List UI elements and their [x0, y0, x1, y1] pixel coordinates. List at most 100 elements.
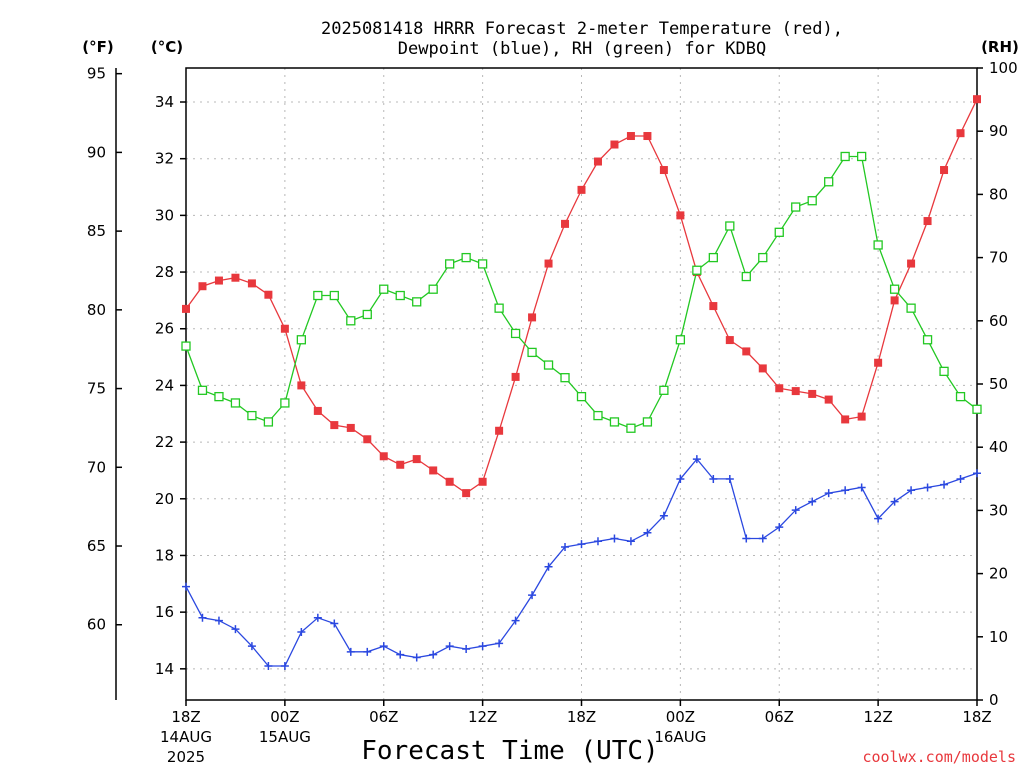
temperature-point	[791, 387, 800, 396]
x-tick-label: 12Z	[468, 708, 497, 726]
temperature-point	[775, 384, 784, 393]
dewpoint-point	[692, 455, 701, 464]
dewpoint-point	[593, 537, 602, 546]
celsius-tick-label: 20	[155, 490, 174, 508]
temperature-point	[528, 313, 537, 322]
dewpoint-point	[659, 511, 668, 520]
dewpoint-point	[824, 489, 833, 498]
temperature-point	[940, 166, 949, 175]
x-tick-date-label: 15AUG	[259, 728, 311, 746]
dewpoint-point	[923, 483, 932, 492]
relative-humidity-point	[955, 391, 966, 402]
temperature-point	[231, 273, 240, 282]
dewpoint-point	[561, 542, 570, 551]
relative-humidity-point	[840, 151, 850, 162]
dewpoint-point	[429, 650, 438, 659]
x-tick-date-label: 14AUG	[160, 728, 212, 746]
fahrenheit-tick-label: 60	[87, 616, 106, 634]
dewpoint-point	[841, 486, 850, 495]
temperature-point	[346, 423, 355, 432]
temperature-point	[626, 132, 635, 141]
dewpoint-point	[577, 540, 586, 549]
relative-humidity-point	[807, 196, 817, 206]
dewpoint-point	[610, 534, 619, 543]
dewpoint-point	[182, 582, 190, 591]
fahrenheit-tick-label: 90	[87, 143, 106, 161]
temperature-point	[841, 415, 850, 424]
dewpoint-point	[511, 616, 520, 625]
celsius-tick-label: 24	[155, 376, 174, 394]
dewpoint-point	[643, 528, 652, 537]
dewpoint-point	[214, 616, 223, 625]
dewpoint-point	[742, 534, 751, 543]
dewpoint-point	[313, 613, 322, 622]
dewpoint-point	[808, 497, 817, 506]
relative-humidity-point	[428, 284, 438, 294]
temperature-point	[297, 381, 306, 390]
relative-humidity-point	[824, 177, 834, 187]
relative-humidity-point	[395, 290, 405, 301]
relative-humidity-point	[560, 373, 570, 383]
relative-humidity-point	[922, 335, 933, 345]
relative-humidity-point	[313, 290, 323, 301]
relative-humidity-point	[856, 151, 867, 162]
rh-tick-label: 0	[989, 691, 999, 709]
axes-layer: 95 90 85 80 75 70 65 60 34 32 30 28 26 24 22 20 18 16 14 10…	[87, 59, 1018, 766]
relative-humidity-point	[329, 290, 339, 301]
dewpoint-point	[412, 653, 421, 662]
relative-humidity-point	[461, 252, 471, 263]
relative-humidity-point	[576, 391, 587, 402]
relative-humidity-point	[477, 259, 488, 269]
fahrenheit-tick-label: 85	[87, 222, 106, 240]
temperature-point	[923, 217, 932, 226]
x-tick-label: 06Z	[369, 708, 398, 726]
temperature-point	[396, 460, 405, 469]
temperature-point	[973, 95, 981, 104]
temperature-point	[429, 466, 438, 475]
dewpoint-point	[890, 497, 899, 506]
relative-humidity-point	[758, 252, 768, 263]
relative-humidity-point	[247, 410, 257, 421]
temperature-point	[214, 276, 223, 285]
dewpoint-point	[445, 642, 454, 651]
dewpoint-point	[379, 642, 388, 651]
temperature-point	[874, 358, 883, 367]
temperature-point	[659, 166, 668, 175]
relative-humidity-point	[626, 423, 636, 433]
relative-humidity-point	[214, 391, 224, 402]
dewpoint-point	[247, 642, 256, 651]
celsius-tick-label: 30	[155, 206, 174, 224]
x-tick-label: 12Z	[863, 708, 892, 726]
x-tick-label: 06Z	[765, 708, 794, 726]
chart-title-line-1: 2025081418 HRRR Forecast 2-meter Tempera…	[321, 19, 843, 39]
x-axis-title: Forecast Time (UTC)	[361, 736, 658, 766]
fahrenheit-tick-label: 75	[87, 380, 106, 398]
temperature-point	[330, 421, 339, 430]
temperature-point	[478, 477, 487, 486]
celsius-tick-label: 16	[155, 603, 174, 621]
dewpoint-point	[725, 474, 734, 483]
relative-humidity-point	[593, 410, 603, 421]
relative-humidity-point	[379, 284, 389, 294]
temperature-point	[593, 157, 602, 166]
temperature-point	[511, 372, 520, 381]
temperature-point	[857, 412, 866, 421]
dewpoint-point	[857, 483, 866, 492]
grid-layer	[186, 68, 977, 700]
relative-humidity-point	[774, 227, 784, 237]
rh-tick-label: 80	[989, 185, 1008, 203]
series-layer	[181, 95, 982, 670]
x-tick-label: 18Z	[962, 708, 991, 726]
temperature-point	[198, 282, 207, 291]
temperature-point	[313, 406, 322, 415]
celsius-tick-label: 22	[155, 433, 174, 451]
rh-tick-label: 90	[989, 122, 1008, 140]
dewpoint-point	[396, 650, 405, 659]
temperature-point	[363, 435, 372, 444]
temperature-point	[544, 259, 553, 268]
dewpoint-point	[956, 474, 965, 483]
relative-humidity-point	[692, 265, 702, 275]
relative-humidity-point	[280, 398, 290, 408]
dewpoint-point	[363, 647, 372, 656]
relative-humidity-point	[181, 341, 191, 351]
